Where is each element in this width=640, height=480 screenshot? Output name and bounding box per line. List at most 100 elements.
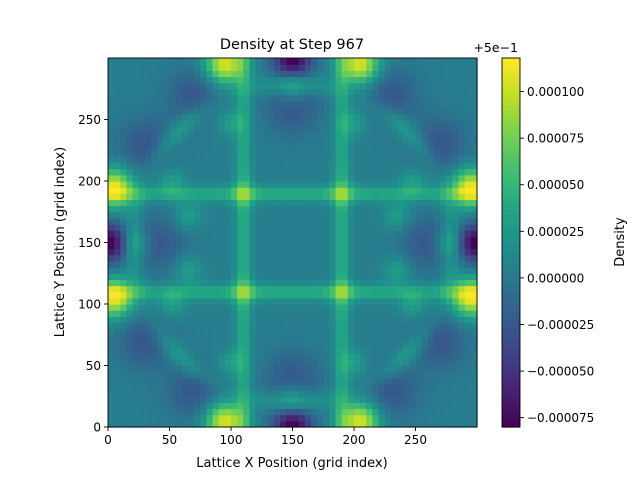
heatmap-cell	[138, 420, 146, 428]
heatmap-cell	[433, 217, 441, 225]
heatmap-cell	[212, 230, 220, 237]
heatmap-cell	[366, 297, 374, 305]
heatmap-cell	[292, 211, 300, 219]
heatmap-cell	[132, 205, 140, 213]
heatmap-cell	[132, 285, 140, 293]
heatmap-cell	[286, 187, 294, 194]
heatmap-cell	[261, 273, 269, 280]
heatmap-cell	[323, 248, 330, 256]
heatmap-cell	[366, 408, 374, 416]
heatmap-cell	[175, 205, 183, 213]
heatmap-cell	[169, 340, 177, 348]
heatmap-cell	[212, 254, 220, 262]
heatmap-cell	[274, 279, 281, 287]
heatmap-cell	[384, 310, 392, 317]
heatmap-cell	[181, 371, 189, 379]
heatmap-cell	[354, 131, 361, 139]
heatmap-cell	[108, 230, 115, 237]
heatmap-cell	[458, 310, 466, 317]
heatmap-cell	[384, 316, 392, 324]
heatmap-cell	[261, 125, 269, 133]
heatmap-cell	[329, 310, 337, 317]
heatmap-cell	[194, 371, 201, 379]
heatmap-cell	[452, 310, 460, 317]
heatmap-cell	[415, 187, 423, 194]
heatmap-cell	[120, 76, 128, 84]
heatmap-cell	[298, 150, 306, 157]
colorbar-segment	[502, 242, 520, 247]
heatmap-cell	[409, 273, 417, 280]
heatmap-cell	[458, 316, 466, 324]
heatmap-cell	[354, 205, 361, 213]
heatmap-cell	[341, 88, 349, 96]
heatmap-cell	[421, 340, 429, 348]
heatmap-cell	[175, 414, 183, 422]
heatmap-cell	[397, 119, 404, 127]
heatmap-cell	[470, 113, 478, 121]
heatmap-cell	[286, 82, 294, 90]
heatmap-cell	[181, 131, 189, 139]
heatmap-cell	[341, 181, 349, 188]
colorbar-segment	[502, 374, 520, 379]
heatmap-cell	[231, 137, 238, 145]
heatmap-cell	[464, 88, 472, 96]
heatmap-cell	[470, 144, 478, 151]
heatmap-cell	[384, 137, 392, 145]
heatmap-cell	[237, 273, 244, 280]
heatmap-cell	[194, 94, 201, 102]
heatmap-cell	[144, 353, 152, 360]
heatmap-cell	[347, 279, 355, 287]
heatmap-cell	[329, 242, 337, 250]
heatmap-cell	[390, 131, 398, 139]
heatmap-cell	[360, 101, 367, 108]
heatmap-cell	[366, 211, 374, 219]
heatmap-cell	[403, 64, 410, 71]
heatmap-cell	[200, 291, 207, 299]
heatmap-cell	[433, 310, 441, 317]
heatmap-cell	[151, 328, 158, 336]
heatmap-cell	[378, 248, 386, 256]
heatmap-cell	[163, 150, 171, 157]
heatmap-cell	[372, 402, 380, 410]
heatmap-cell	[108, 107, 115, 114]
heatmap-cell	[458, 285, 466, 293]
heatmap-cell	[354, 242, 361, 250]
heatmap-cell	[421, 316, 429, 324]
heatmap-cell	[237, 174, 244, 182]
heatmap-cell	[304, 347, 312, 354]
heatmap-cell	[206, 150, 214, 157]
heatmap-cell	[372, 125, 380, 133]
colorbar-segment	[502, 245, 520, 250]
heatmap-cell	[390, 371, 398, 379]
heatmap-cell	[378, 396, 386, 403]
colorbar-segment	[502, 224, 520, 228]
heatmap-cell	[440, 168, 447, 176]
heatmap-cell	[218, 119, 226, 127]
heatmap-cell	[224, 260, 232, 268]
heatmap-cell	[126, 248, 134, 256]
colorbar-segment	[502, 94, 520, 99]
heatmap-cell	[157, 248, 164, 256]
colorbar-segment	[502, 91, 520, 96]
heatmap-cell	[397, 414, 404, 422]
heatmap-cell	[126, 199, 134, 207]
colorbar-segment	[502, 184, 520, 188]
heatmap-cell	[151, 304, 158, 311]
heatmap-cell	[151, 291, 158, 299]
heatmap-cell	[237, 88, 244, 96]
heatmap-cell	[126, 242, 134, 250]
heatmap-cell	[354, 248, 361, 256]
heatmap-cell	[403, 162, 410, 170]
heatmap-cell	[274, 101, 281, 108]
heatmap-cell	[206, 402, 214, 410]
heatmap-cell	[280, 137, 287, 145]
heatmap-cell	[286, 267, 294, 274]
heatmap-cell	[274, 168, 281, 176]
heatmap-cell	[218, 359, 226, 367]
heatmap-cell	[304, 310, 312, 317]
heatmap-cell	[206, 347, 214, 354]
heatmap-cell	[231, 402, 238, 410]
heatmap-cell	[378, 199, 386, 207]
heatmap-cell	[341, 353, 349, 360]
heatmap-cell	[255, 113, 263, 121]
